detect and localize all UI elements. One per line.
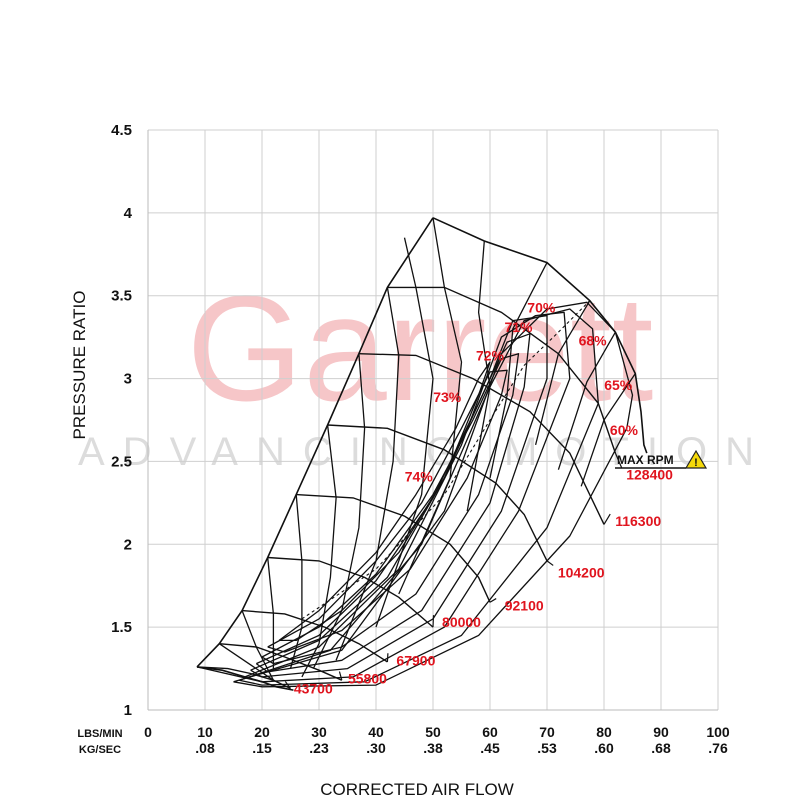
axes: CORRECTED AIR FLOW PRESSURE RATIO LBS/MI… [70, 291, 514, 799]
speed-line-55800 [219, 643, 343, 681]
flow-contour-line [398, 217, 463, 595]
speed-leader-line [338, 671, 343, 681]
speed-line-92100 [296, 493, 491, 603]
y-tick-label: 4.5 [111, 122, 132, 139]
y-tick-label: 3 [124, 371, 132, 388]
flow-contour-line [312, 353, 366, 669]
speed-label-80000: 80000 [442, 614, 481, 630]
speed-leader-line [284, 681, 291, 689]
speed-label-67900: 67900 [396, 652, 435, 668]
y-tick-label: 4 [124, 205, 133, 222]
chart-labels: 1 1.5 2 2.5 3 3.5 4 4.5 0 10.08 20.15 30.23 40.30 50.… [111, 122, 730, 756]
flow-contour-line [267, 557, 275, 669]
speed-line-116300 [358, 353, 605, 525]
bottom-boundary [196, 666, 294, 691]
x-tick-label-secondary: .45 [480, 740, 500, 756]
speed-leader-line [386, 653, 389, 662]
x-tick-label-secondary: .08 [195, 740, 215, 756]
speed-line-128400 [387, 286, 617, 454]
x-tick-label-secondary: .30 [366, 740, 386, 756]
watermark-brand: Garrett [187, 264, 654, 432]
x-tick-label: 90 [653, 724, 669, 740]
speed-label-128400: 128400 [626, 467, 673, 483]
flow-contour-line [557, 331, 616, 470]
speed-line-104200 [327, 424, 548, 562]
x-tick-label-secondary: .15 [252, 740, 272, 756]
x-tick-label: 20 [254, 724, 270, 740]
x-tick-label: 100 [706, 724, 730, 740]
speed-label-92100: 92100 [505, 598, 544, 614]
max-rpm-label: MAX RPM [617, 453, 674, 467]
efficiency-island-68 [244, 311, 571, 683]
flow-contour-line [375, 237, 434, 628]
x-axis-title: CORRECTED AIR FLOW [320, 780, 514, 799]
speed-label-104200: 104200 [558, 564, 605, 580]
speed-leader-line [546, 560, 554, 566]
speed-line-67900 [242, 609, 388, 663]
x-tick-label-secondary: .38 [423, 740, 443, 756]
efficiency-label-72: 72% [476, 347, 505, 363]
x-tick-label: 60 [482, 724, 498, 740]
y-tick-label: 2.5 [111, 453, 132, 470]
choke-boundary [432, 217, 648, 454]
x-tick-label: 70 [539, 724, 555, 740]
speed-line-80000 [267, 556, 434, 628]
watermark: Garrett ADVANCING MOTION [78, 264, 772, 474]
speed-label-55800: 55800 [348, 670, 387, 686]
x-tick-label: 40 [368, 724, 384, 740]
y-tick-label: 1.5 [111, 619, 132, 636]
x-tick-label-secondary: .23 [309, 740, 329, 756]
warning-icon [684, 449, 708, 469]
plot-area [196, 217, 648, 691]
speed-line-43700 [196, 666, 291, 690]
x-tick-label-secondary: .68 [651, 740, 671, 756]
x-unit-primary: LBS/MIN [77, 728, 122, 740]
speed-leader-line [432, 615, 435, 628]
x-tick-label: 0 [144, 724, 152, 740]
efficiency-label-70: 70% [527, 299, 556, 315]
y-tick-label: 1 [124, 702, 132, 719]
flow-contour-line [218, 643, 274, 681]
peak-efficiency-dashed-line [301, 300, 591, 620]
flow-contour-line [335, 287, 400, 661]
speed-label-43700: 43700 [294, 680, 333, 696]
flow-contour-line [289, 494, 303, 669]
x-tick-label: 50 [425, 724, 441, 740]
efficiency-label-73: 73% [433, 389, 462, 405]
surge-line [196, 217, 434, 668]
warning-icon-glyph: ! [694, 457, 698, 469]
x-tick-label: 30 [311, 724, 327, 740]
speed-label-116300: 116300 [615, 513, 661, 529]
efficiency-label-60: 60% [610, 422, 639, 438]
efficiency-label-65: 65% [604, 377, 633, 393]
x-tick-label: 10 [197, 724, 213, 740]
efficiency-island-65 [238, 308, 599, 686]
y-tick-label: 2 [124, 536, 132, 553]
flow-contour-line [466, 240, 491, 512]
speed-leader-line [603, 513, 611, 525]
flow-contour-line [489, 262, 548, 479]
x-tick-label-secondary: .53 [537, 740, 557, 756]
efficiency-label-71: 71% [504, 319, 533, 335]
flow-contour-line [301, 424, 337, 678]
x-tick-label-secondary: .76 [708, 740, 728, 756]
efficiency-label-68: 68% [579, 332, 608, 348]
x-unit-secondary: KG/SEC [79, 744, 121, 756]
watermark-tagline: ADVANCING MOTION [78, 430, 772, 474]
speed-leader-line [489, 598, 497, 603]
x-tick-label: 80 [596, 724, 612, 740]
y-axis-title: PRESSURE RATIO [70, 291, 89, 440]
efficiency-label-74: 74% [405, 468, 434, 484]
efficiency-island-70 [250, 314, 548, 678]
speed-leader-line [614, 452, 623, 468]
x-tick-label-secondary: .60 [594, 740, 614, 756]
y-tick-label: 3.5 [111, 288, 132, 305]
efficiency-island-60 [233, 301, 634, 688]
